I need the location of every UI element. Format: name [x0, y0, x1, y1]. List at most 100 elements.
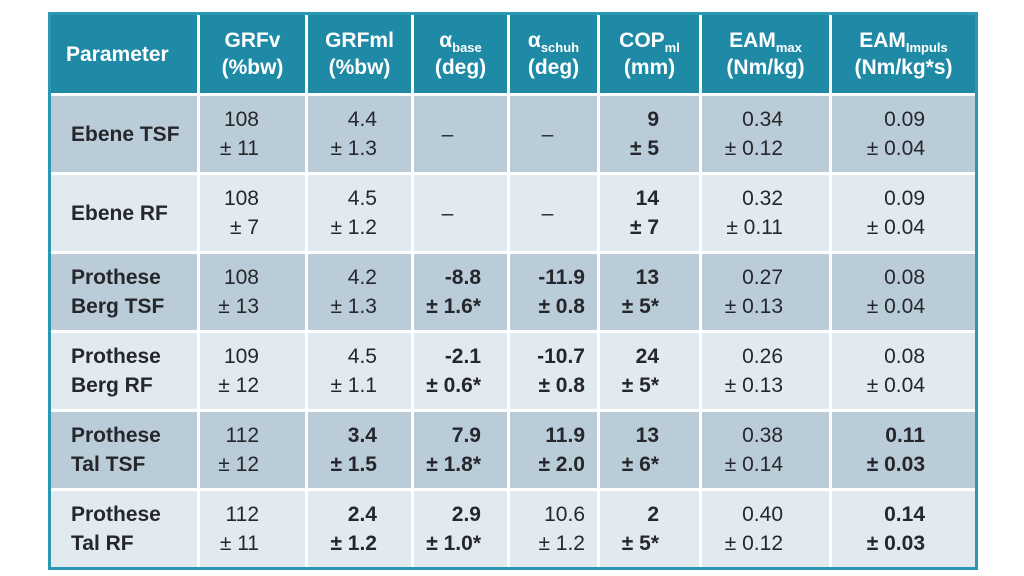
cell-value: 0.34	[742, 108, 783, 131]
row-label-prothese-berg-tsf: Prothese Berg TSF	[51, 254, 197, 330]
cell-value: 13	[635, 424, 659, 447]
cell-deviation: ± 12	[218, 453, 259, 476]
cell-prothese-tal-tsf-alpha-base: 7.9 ± 1.8*	[414, 412, 507, 488]
cell-dash: –	[541, 122, 554, 146]
cell-prothese-tal-rf-eam-impuls: 0.14 ± 0.03	[832, 491, 975, 567]
cell-deviation: ± 0.03	[866, 453, 925, 476]
cell-value: 108	[223, 108, 259, 131]
header-cell-grfml: GRFml (%bw)	[308, 15, 411, 93]
cell-deviation: ± 0.04	[866, 374, 925, 397]
column-header-unit: (Nm/kg)	[726, 56, 805, 79]
cell-ebene-rf-eam-max: 0.32 ± 0.11	[702, 175, 829, 251]
column-header-unit: (%bw)	[328, 56, 391, 79]
cell-value: 0.32	[742, 187, 783, 210]
column-header-unit: (Nm/kg*s)	[854, 56, 953, 79]
cell-value: 3.4	[347, 424, 377, 447]
cell-deviation: ± 5*	[621, 295, 659, 318]
cell-value: 0.38	[742, 424, 783, 447]
column-header-name-text: EAM	[729, 29, 776, 52]
cell-prothese-tal-rf-eam-max: 0.40 ± 0.12	[702, 491, 829, 567]
cell-prothese-berg-tsf-alpha-base: -8.8 ± 1.6*	[414, 254, 507, 330]
cell-value: 0.26	[742, 345, 783, 368]
row-label-prothese-tal-rf: Prothese Tal RF	[51, 491, 197, 567]
cell-prothese-berg-tsf-grfv: 108 ± 13	[200, 254, 305, 330]
cell-value: 112	[225, 424, 259, 447]
cell-value: 0.27	[742, 266, 783, 289]
header-cell-eam-max: EAMmax (Nm/kg)	[702, 15, 829, 93]
cell-prothese-berg-rf-eam-impuls: 0.08 ± 0.04	[832, 333, 975, 409]
cell-prothese-berg-rf-eam-max: 0.26 ± 0.13	[702, 333, 829, 409]
cell-ebene-tsf-eam-max: 0.34 ± 0.12	[702, 96, 829, 172]
cell-deviation: ± 0.13	[724, 374, 783, 397]
row-label-line: Tal RF	[71, 532, 134, 555]
row-label-ebene-rf: Ebene RF	[51, 175, 197, 251]
cell-value: 2.9	[451, 503, 481, 526]
column-header-name: αschuh	[528, 27, 579, 54]
column-header-name: EAMmax	[729, 27, 802, 54]
cell-deviation: ± 1.8*	[426, 453, 481, 476]
header-cell-parameter: Parameter	[51, 15, 197, 93]
cell-ebene-tsf-eam-impuls: 0.09 ± 0.04	[832, 96, 975, 172]
header-cell-grfv: GRFv (%bw)	[200, 15, 305, 93]
cell-dash: –	[541, 201, 554, 225]
cell-ebene-rf-cop-ml: 14 ± 7	[600, 175, 699, 251]
cell-deviation: ± 5*	[621, 374, 659, 397]
cell-deviation: ± 1.1	[330, 374, 377, 397]
cell-value: -10.7	[537, 345, 585, 368]
cell-ebene-tsf-alpha-schuh: –	[510, 96, 597, 172]
cell-deviation: ± 0.8	[538, 374, 585, 397]
cell-deviation: ± 1.5	[330, 453, 377, 476]
column-header-name-text: COP	[619, 29, 665, 52]
column-header-name: EAMImpuls	[859, 27, 948, 54]
cell-prothese-tal-tsf-cop-ml: 13 ± 6*	[600, 412, 699, 488]
cell-value: 2	[647, 503, 659, 526]
cell-deviation: ± 5	[629, 137, 659, 160]
cell-prothese-tal-tsf-eam-impuls: 0.11 ± 0.03	[832, 412, 975, 488]
cell-value: 13	[635, 266, 659, 289]
column-header-name-text: GRFv	[224, 29, 281, 52]
column-header-subscript: max	[775, 40, 802, 56]
cell-ebene-tsf-alpha-base: –	[414, 96, 507, 172]
row-label-line: Berg RF	[71, 374, 153, 397]
column-header-subscript: schuh	[540, 40, 580, 56]
header-cell-alpha-schuh: αschuh (deg)	[510, 15, 597, 93]
cell-deviation: ± 11	[219, 532, 259, 555]
header-cell-alpha-base: αbase (deg)	[414, 15, 507, 93]
cell-deviation: ± 0.6*	[426, 374, 481, 397]
cell-value: 112	[225, 503, 259, 526]
cell-value: 108	[223, 187, 259, 210]
cell-prothese-berg-rf-grfv: 109 ± 12	[200, 333, 305, 409]
cell-ebene-rf-alpha-base: –	[414, 175, 507, 251]
row-label-line: Ebene RF	[71, 201, 168, 225]
column-header-subscript: base	[452, 40, 482, 56]
cell-ebene-tsf-grfml: 4.4 ± 1.3	[308, 96, 411, 172]
cell-value: 0.11	[885, 424, 925, 447]
column-header-name: GRFv	[224, 27, 280, 54]
cell-value: -2.1	[444, 345, 481, 368]
cell-prothese-berg-tsf-eam-max: 0.27 ± 0.13	[702, 254, 829, 330]
cell-ebene-rf-grfml: 4.5 ± 1.2	[308, 175, 411, 251]
cell-deviation: ± 0.04	[866, 137, 925, 160]
cell-value: 0.40	[742, 503, 783, 526]
cell-prothese-berg-rf-alpha-schuh: -10.7 ± 0.8	[510, 333, 597, 409]
cell-deviation: ± 7	[629, 216, 659, 239]
column-header-name-text: EAM	[859, 29, 906, 52]
cell-deviation: ± 11	[219, 137, 259, 160]
cell-value: 4.5	[347, 187, 377, 210]
cell-ebene-rf-alpha-schuh: –	[510, 175, 597, 251]
row-label-line: Prothese	[71, 503, 161, 526]
cell-deviation: ± 1.2	[330, 532, 377, 555]
cell-deviation: ± 1.0*	[426, 532, 481, 555]
cell-value: 14	[635, 187, 659, 210]
cell-prothese-berg-tsf-cop-ml: 13 ± 5*	[600, 254, 699, 330]
table-grid: Parameter GRFv (%bw) GRFml (%bw) αbase (deg) αs…	[51, 15, 975, 567]
column-header-name: COPml	[619, 27, 680, 54]
cell-deviation: ± 0.12	[724, 137, 783, 160]
cell-deviation: ± 1.2	[330, 216, 377, 239]
row-label-line: Ebene TSF	[71, 122, 180, 146]
column-header-unit: (deg)	[527, 56, 580, 79]
cell-value: 0.09	[884, 187, 925, 210]
cell-deviation: ± 0.11	[726, 216, 783, 239]
cell-ebene-tsf-grfv: 108 ± 11	[200, 96, 305, 172]
cell-deviation: ± 6*	[621, 453, 659, 476]
